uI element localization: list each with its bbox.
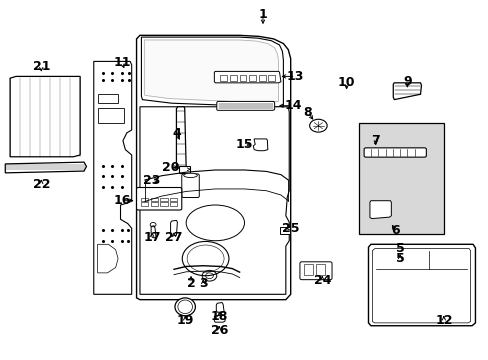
- FancyBboxPatch shape: [364, 148, 426, 157]
- Polygon shape: [214, 315, 224, 322]
- Bar: [239, 75, 246, 81]
- Bar: [315, 264, 324, 275]
- Text: 7: 7: [371, 134, 379, 147]
- Bar: [160, 202, 167, 206]
- Text: 19: 19: [176, 314, 193, 327]
- Bar: [259, 75, 265, 81]
- Bar: [303, 264, 312, 275]
- Bar: [170, 202, 177, 206]
- Bar: [279, 227, 289, 234]
- Text: 22: 22: [32, 178, 50, 191]
- Text: 11: 11: [113, 56, 130, 69]
- Text: 17: 17: [143, 231, 161, 244]
- Bar: [141, 198, 148, 201]
- FancyBboxPatch shape: [358, 123, 443, 234]
- Text: 24: 24: [313, 274, 330, 287]
- Bar: [170, 198, 177, 201]
- Text: 21: 21: [32, 60, 50, 73]
- Text: 4: 4: [172, 127, 181, 140]
- Bar: [98, 108, 124, 123]
- Ellipse shape: [186, 205, 244, 241]
- Text: 8: 8: [303, 105, 311, 119]
- Polygon shape: [141, 37, 283, 107]
- FancyBboxPatch shape: [136, 188, 182, 210]
- Polygon shape: [98, 244, 118, 273]
- Bar: [150, 198, 158, 201]
- Bar: [141, 202, 148, 206]
- Bar: [98, 94, 118, 103]
- Polygon shape: [176, 107, 186, 168]
- Text: 1: 1: [258, 9, 267, 22]
- Text: 10: 10: [337, 76, 355, 89]
- Polygon shape: [253, 139, 267, 151]
- Polygon shape: [151, 226, 156, 238]
- Polygon shape: [94, 62, 131, 294]
- Polygon shape: [392, 83, 421, 100]
- Bar: [249, 75, 256, 81]
- Text: 23: 23: [143, 174, 161, 186]
- Text: 26: 26: [210, 324, 227, 337]
- Text: 12: 12: [434, 314, 452, 327]
- Ellipse shape: [178, 300, 192, 314]
- Text: 13: 13: [286, 70, 304, 83]
- Text: 3: 3: [199, 277, 207, 290]
- Polygon shape: [136, 35, 290, 300]
- Text: 25: 25: [282, 222, 299, 235]
- Text: 9: 9: [402, 75, 411, 88]
- Text: 15: 15: [235, 138, 253, 151]
- Bar: [150, 202, 158, 206]
- Text: 14: 14: [284, 99, 301, 112]
- Bar: [220, 75, 226, 81]
- Bar: [160, 198, 167, 201]
- Polygon shape: [140, 107, 288, 294]
- Polygon shape: [216, 102, 274, 111]
- FancyBboxPatch shape: [299, 262, 331, 280]
- Polygon shape: [144, 40, 278, 103]
- Polygon shape: [216, 302, 224, 312]
- Polygon shape: [170, 220, 177, 236]
- Polygon shape: [369, 201, 390, 219]
- Text: 20: 20: [162, 161, 179, 174]
- Polygon shape: [368, 244, 474, 326]
- Bar: [179, 166, 189, 173]
- Polygon shape: [372, 249, 469, 323]
- Text: 27: 27: [165, 231, 183, 244]
- Text: 6: 6: [390, 224, 399, 237]
- Text: 18: 18: [210, 310, 227, 323]
- Ellipse shape: [183, 173, 197, 177]
- Polygon shape: [214, 71, 281, 83]
- Polygon shape: [10, 76, 80, 157]
- Text: 16: 16: [113, 194, 130, 207]
- Bar: [267, 75, 274, 81]
- Ellipse shape: [175, 298, 195, 316]
- Text: 5: 5: [395, 252, 404, 265]
- FancyBboxPatch shape: [182, 174, 199, 198]
- Text: 5: 5: [395, 242, 404, 255]
- Text: 2: 2: [186, 277, 195, 290]
- Bar: [229, 75, 236, 81]
- Polygon shape: [5, 162, 86, 173]
